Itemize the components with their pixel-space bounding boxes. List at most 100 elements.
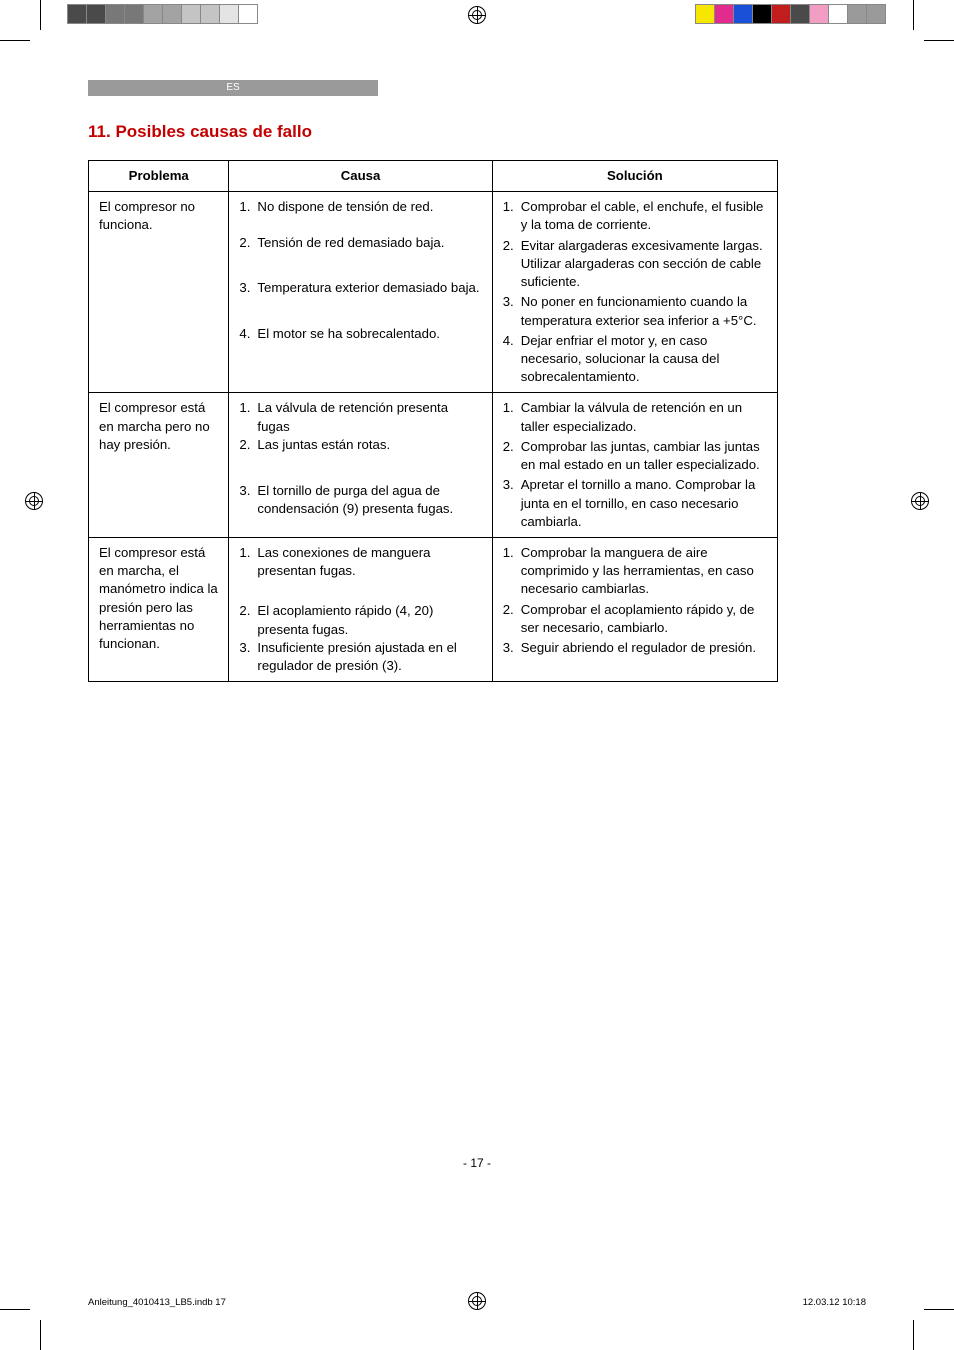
list-text: Seguir abriendo el regulador de presión.: [521, 639, 767, 657]
list-text: El acoplamiento rápido (4, 20) presenta …: [257, 602, 481, 638]
crop-mark: [40, 0, 41, 30]
cause-item: 3.Temperatura exterior demasiado baja.: [239, 279, 481, 297]
colorbar-swatch: [124, 4, 144, 24]
colorbar-swatch: [86, 4, 106, 24]
list-number: 1.: [503, 198, 521, 234]
colorbar-swatch: [200, 4, 220, 24]
colorbar-swatch: [695, 4, 715, 24]
list-number: 2.: [503, 438, 521, 474]
cell-cause: 1.Las conexiones de manguera presentan f…: [229, 537, 492, 681]
colorbar-right: [696, 4, 886, 24]
cause-item: 2.Las juntas están rotas.: [239, 436, 481, 454]
list-number: 3.: [503, 476, 521, 531]
list-number: 1.: [503, 544, 521, 599]
list-text: Las juntas están rotas.: [257, 436, 481, 454]
colorbar-swatch: [809, 4, 829, 24]
page-content: ES 11. Posibles causas de fallo Problema…: [88, 80, 866, 1290]
list-text: Comprobar el acoplamiento rápido y, de s…: [521, 601, 767, 637]
list-number: 1.: [239, 399, 257, 435]
crop-mark: [913, 1320, 914, 1350]
cause-item: 3.Insuficiente presión ajustada en el re…: [239, 639, 481, 675]
list-number: 3.: [239, 639, 257, 675]
registration-mark-icon: [25, 492, 43, 510]
colorbar-swatch: [143, 4, 163, 24]
list-number: 2.: [239, 234, 257, 252]
list-number: 4.: [239, 325, 257, 343]
solution-item: 3.No poner en funcionamiento cuando la t…: [503, 293, 767, 329]
colorbar-left: [68, 4, 258, 24]
list-text: Evitar alargaderas excesivamente largas.…: [521, 237, 767, 292]
list-text: La válvula de retención presenta fugas: [257, 399, 481, 435]
list-text: Comprobar la manguera de aire comprimido…: [521, 544, 767, 599]
solution-item: 1.Cambiar la válvula de retención en un …: [503, 399, 767, 435]
list-text: Dejar enfriar el motor y, en caso necesa…: [521, 332, 767, 387]
table-row: El compresor no funciona.1.No dispone de…: [89, 192, 778, 393]
colorbar-swatch: [828, 4, 848, 24]
colorbar-swatch: [162, 4, 182, 24]
cause-item: 4.El motor se ha sobrecalentado.: [239, 325, 481, 343]
section-heading: Posibles causas de fallo: [115, 122, 312, 141]
list-number: 2.: [239, 436, 257, 454]
crop-mark: [924, 40, 954, 41]
colorbar-swatch: [771, 4, 791, 24]
troubleshooting-table: Problema Causa Solución El compresor no …: [88, 160, 778, 682]
list-text: Tensión de red demasiado baja.: [257, 234, 481, 252]
list-text: Comprobar el cable, el enchufe, el fusib…: [521, 198, 767, 234]
solution-item: 4.Dejar enfriar el motor y, en caso nece…: [503, 332, 767, 387]
cause-item: 2.Tensión de red demasiado baja.: [239, 234, 481, 252]
section-title: 11. Posibles causas de fallo: [88, 122, 866, 142]
footer: Anleitung_4010413_LB5.indb 17 12.03.12 1…: [88, 1297, 866, 1308]
cell-problem: El compresor está en marcha, el manómetr…: [89, 537, 229, 681]
cell-problem: El compresor está en marcha pero no hay …: [89, 393, 229, 538]
solution-item: 1.Comprobar el cable, el enchufe, el fus…: [503, 198, 767, 234]
list-number: 1.: [239, 198, 257, 216]
colorbar-swatch: [238, 4, 258, 24]
solution-item: 1.Comprobar la manguera de aire comprimi…: [503, 544, 767, 599]
list-number: 1.: [239, 544, 257, 580]
list-text: El motor se ha sobrecalentado.: [257, 325, 481, 343]
colorbar-swatch: [105, 4, 125, 24]
cause-item: 3.El tornillo de purga del agua de conde…: [239, 482, 481, 518]
crop-mark: [924, 1309, 954, 1310]
solution-item: 3.Seguir abriendo el regulador de presió…: [503, 639, 767, 657]
section-number: 11.: [88, 122, 111, 141]
list-number: 3.: [239, 279, 257, 297]
solution-item: 2.Comprobar las juntas, cambiar las junt…: [503, 438, 767, 474]
list-text: Las conexiones de manguera presentan fug…: [257, 544, 481, 580]
colorbar-swatch: [219, 4, 239, 24]
footer-left: Anleitung_4010413_LB5.indb 17: [88, 1297, 226, 1308]
cell-problem: El compresor no funciona.: [89, 192, 229, 393]
footer-right: 12.03.12 10:18: [803, 1297, 866, 1308]
cause-item: 2.El acoplamiento rápido (4, 20) present…: [239, 602, 481, 638]
colorbar-swatch: [847, 4, 867, 24]
cell-cause: 1.No dispone de tensión de red.2.Tensión…: [229, 192, 492, 393]
list-number: 4.: [503, 332, 521, 387]
colorbar-swatch: [752, 4, 772, 24]
list-number: 2.: [503, 237, 521, 292]
table-row: El compresor está en marcha pero no hay …: [89, 393, 778, 538]
list-number: 2.: [503, 601, 521, 637]
col-solution: Solución: [492, 161, 777, 192]
list-number: 3.: [503, 639, 521, 657]
solution-item: 2.Evitar alargaderas excesivamente larga…: [503, 237, 767, 292]
list-text: El tornillo de purga del agua de condens…: [257, 482, 481, 518]
table-row: El compresor está en marcha, el manómetr…: [89, 537, 778, 681]
list-text: Cambiar la válvula de retención en un ta…: [521, 399, 767, 435]
crop-mark: [0, 40, 30, 41]
list-text: Comprobar las juntas, cambiar las juntas…: [521, 438, 767, 474]
cause-item: 1.La válvula de retención presenta fugas: [239, 399, 481, 435]
colorbar-swatch: [67, 4, 87, 24]
cell-solution: 1.Comprobar el cable, el enchufe, el fus…: [492, 192, 777, 393]
page-number: - 17 -: [88, 1156, 866, 1170]
list-text: Insuficiente presión ajustada en el regu…: [257, 639, 481, 675]
list-text: No dispone de tensión de red.: [257, 198, 481, 216]
col-problem: Problema: [89, 161, 229, 192]
colorbar-swatch: [733, 4, 753, 24]
crop-mark: [0, 1309, 30, 1310]
colorbar-swatch: [181, 4, 201, 24]
list-number: 3.: [239, 482, 257, 518]
list-number: 1.: [503, 399, 521, 435]
solution-item: 2.Comprobar el acoplamiento rápido y, de…: [503, 601, 767, 637]
crop-mark: [913, 0, 914, 30]
list-text: Apretar el tornillo a mano. Comprobar la…: [521, 476, 767, 531]
